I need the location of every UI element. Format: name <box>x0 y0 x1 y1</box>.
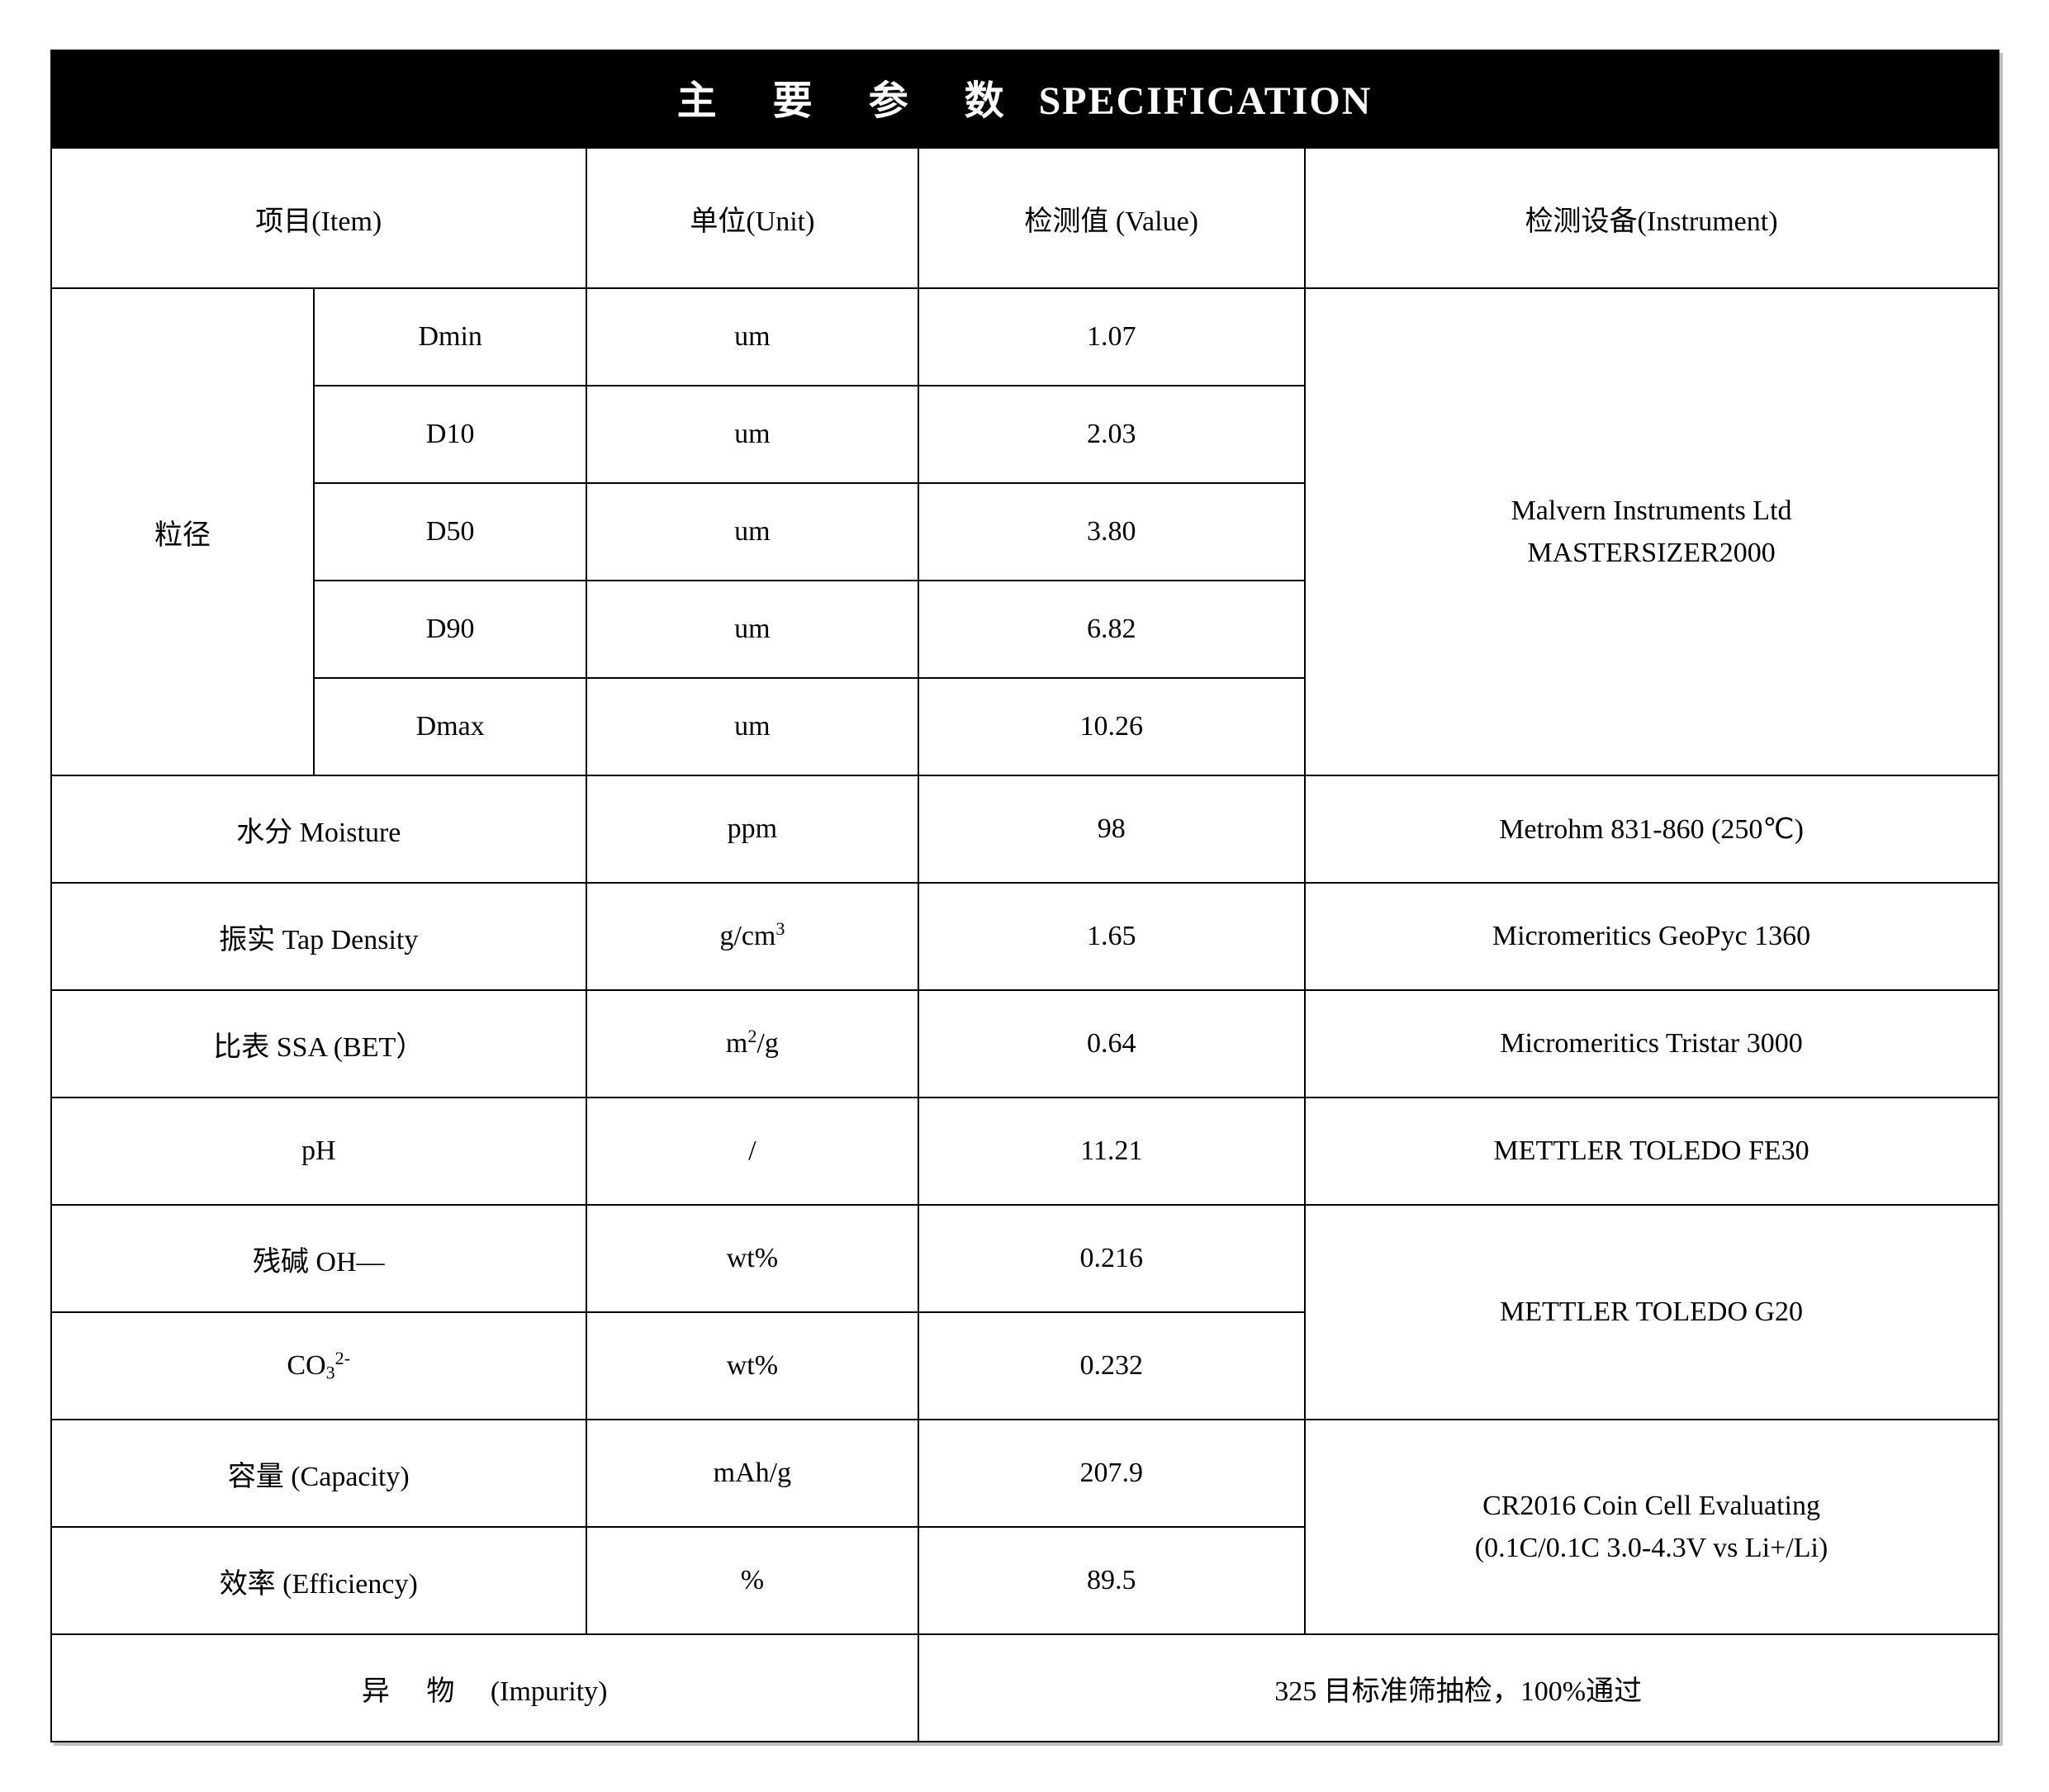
cell-tap-unit: g/cm3 <box>586 883 918 990</box>
cell-titrator-instrument: METTLER TOLEDO G20 <box>1305 1205 1999 1420</box>
cell-impurity-label: 异 物 (Impurity) <box>51 1634 918 1742</box>
cell-d50-value: 3.80 <box>918 483 1305 581</box>
cell-ph-value: 11.21 <box>918 1097 1305 1205</box>
cell-ssa-value: 0.64 <box>918 990 1305 1097</box>
cell-dmin-unit: um <box>586 288 918 386</box>
cell-dmin-name: Dmin <box>314 288 586 386</box>
cell-capacity-item: 容量 (Capacity) <box>51 1420 586 1527</box>
particle-group-label: 粒径 <box>51 288 315 775</box>
cell-tap-value: 1.65 <box>918 883 1305 990</box>
coin-line1: CR2016 Coin Cell Evaluating <box>1482 1491 1820 1521</box>
cell-tap-item: 振实 Tap Density <box>51 883 586 990</box>
cell-efficiency-unit: % <box>586 1527 918 1634</box>
cell-ssa-item: 比表 SSA (BET） <box>51 990 586 1097</box>
cell-oh-item: 残碱 OH— <box>51 1205 586 1312</box>
spec-table: 项目(Item) 单位(Unit) 检测值 (Value) 检测设备(Instr… <box>50 147 1999 1742</box>
cell-coin-instrument: CR2016 Coin Cell Evaluating (0.1C/0.1C 3… <box>1305 1420 1999 1634</box>
cell-d90-value: 6.82 <box>918 581 1305 678</box>
cell-moisture-value: 98 <box>918 775 1305 883</box>
cell-ph-item: pH <box>51 1097 586 1205</box>
cell-ph-unit: / <box>586 1097 918 1205</box>
cell-ssa-unit: m2/g <box>586 990 918 1097</box>
cell-dmax-name: Dmax <box>314 678 586 775</box>
particle-instrument-line2: MASTERSIZER2000 <box>1527 538 1775 568</box>
cell-d10-unit: um <box>586 386 918 483</box>
cell-ssa-instrument: Micromeritics Tristar 3000 <box>1305 990 1999 1097</box>
title-cjk: 主 要 参 数 <box>677 79 1027 123</box>
impurity-label-cjk: 异 物 <box>362 1676 470 1707</box>
row-capacity: 容量 (Capacity) mAh/g 207.9 CR2016 Coin Ce… <box>51 1420 1999 1527</box>
col-header-unit: 单位(Unit) <box>586 148 918 288</box>
cell-impurity-value: 325 目标准筛抽检，100%通过 <box>918 1634 1999 1742</box>
impurity-label-en: (Impurity) <box>491 1676 608 1707</box>
cell-tap-unit-html: g/cm3 <box>719 921 785 951</box>
col-header-item: 项目(Item) <box>51 148 586 288</box>
cell-capacity-value: 207.9 <box>918 1420 1305 1527</box>
cell-dmax-unit: um <box>586 678 918 775</box>
row-impurity: 异 物 (Impurity) 325 目标准筛抽检，100%通过 <box>51 1634 1999 1742</box>
cell-oh-value: 0.216 <box>918 1205 1305 1312</box>
cell-dmax-value: 10.26 <box>918 678 1305 775</box>
row-dmin: 粒径 Dmin um 1.07 Malvern Instruments Ltd … <box>51 288 1999 386</box>
title-bar: 主 要 参 数 SPECIFICATION <box>50 50 1999 147</box>
row-moisture: 水分 Moisture ppm 98 Metrohm 831-860 (250℃… <box>51 775 1999 883</box>
row-ph: pH / 11.21 METTLER TOLEDO FE30 <box>51 1097 1999 1205</box>
cell-co3-unit: wt% <box>586 1312 918 1420</box>
cell-moisture-instrument: Metrohm 831-860 (250℃) <box>1305 775 1999 883</box>
cell-dmin-value: 1.07 <box>918 288 1305 386</box>
cell-d10-value: 2.03 <box>918 386 1305 483</box>
cell-tap-instrument: Micromeritics GeoPyc 1360 <box>1305 883 1999 990</box>
cell-d90-unit: um <box>586 581 918 678</box>
particle-instrument: Malvern Instruments Ltd MASTERSIZER2000 <box>1305 288 1999 775</box>
row-tap-density: 振实 Tap Density g/cm3 1.65 Micromeritics … <box>51 883 1999 990</box>
row-oh: 残碱 OH— wt% 0.216 METTLER TOLEDO G20 <box>51 1205 1999 1312</box>
cell-ph-instrument: METTLER TOLEDO FE30 <box>1305 1097 1999 1205</box>
cell-oh-unit: wt% <box>586 1205 918 1312</box>
cell-ssa-unit-html: m2/g <box>726 1028 779 1059</box>
col-header-instrument: 检测设备(Instrument) <box>1305 148 1999 288</box>
coin-line2: (0.1C/0.1C 3.0-4.3V vs Li+/Li) <box>1475 1533 1828 1563</box>
title-en: SPECIFICATION <box>1039 79 1373 123</box>
cell-d50-unit: um <box>586 483 918 581</box>
cell-d50-name: D50 <box>314 483 586 581</box>
header-row: 项目(Item) 单位(Unit) 检测值 (Value) 检测设备(Instr… <box>51 148 1999 288</box>
cell-co3-item-html: CO32- <box>287 1350 350 1381</box>
cell-efficiency-value: 89.5 <box>918 1527 1305 1634</box>
cell-d10-name: D10 <box>314 386 586 483</box>
cell-moisture-item: 水分 Moisture <box>51 775 586 883</box>
col-header-value: 检测值 (Value) <box>918 148 1305 288</box>
row-ssa: 比表 SSA (BET） m2/g 0.64 Micromeritics Tri… <box>51 990 1999 1097</box>
cell-co3-value: 0.232 <box>918 1312 1305 1420</box>
particle-instrument-line1: Malvern Instruments Ltd <box>1511 495 1792 526</box>
spec-sheet: 主 要 参 数 SPECIFICATION 项目(Item) 单位(Unit) … <box>50 50 1999 1742</box>
cell-co3-item: CO32- <box>51 1312 586 1420</box>
cell-efficiency-item: 效率 (Efficiency) <box>51 1527 586 1634</box>
cell-moisture-unit: ppm <box>586 775 918 883</box>
cell-capacity-unit: mAh/g <box>586 1420 918 1527</box>
cell-d90-name: D90 <box>314 581 586 678</box>
